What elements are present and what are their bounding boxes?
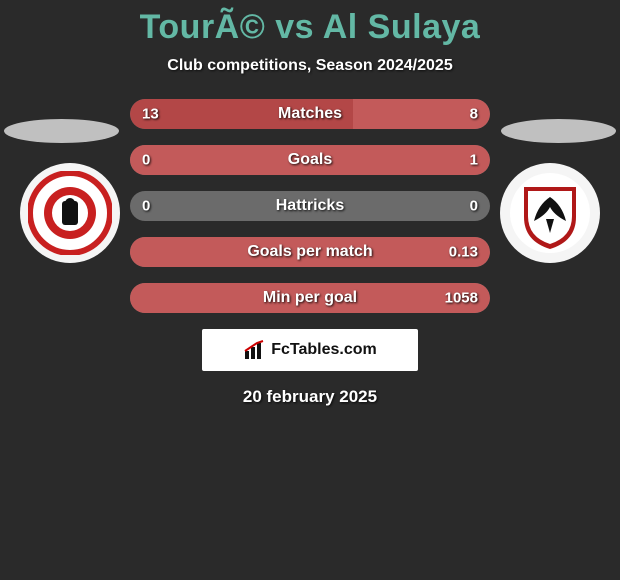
stat-row: 138Matches [130,99,490,129]
right-crest-icon [508,171,592,255]
left-crest-icon [28,171,112,255]
subtitle: Club competitions, Season 2024/2025 [0,57,620,75]
page-title: TourÃ© vs Al Sulaya [0,8,620,47]
right-team-badge [500,163,600,263]
brand-text: FcTables.com [271,341,377,359]
stat-label: Hattricks [130,197,490,215]
brand-chart-icon [243,339,265,361]
stat-row: 0.13Goals per match [130,237,490,267]
stat-label: Min per goal [130,289,490,307]
brand-box: FcTables.com [202,329,418,371]
left-team-badge [20,163,120,263]
main: 138Matches 01Goals 00Hattricks 0.13Goals pe… [0,99,620,407]
left-ellipse [4,119,119,143]
stat-label: Goals per match [130,243,490,261]
stat-row: 1058Min per goal [130,283,490,313]
stat-row: 01Goals [130,145,490,175]
stat-row: 00Hattricks [130,191,490,221]
stat-bars: 138Matches 01Goals 00Hattricks 0.13Goals pe… [130,99,490,313]
right-ellipse [501,119,616,143]
date-text: 20 february 2025 [0,387,620,407]
stat-label: Matches [130,105,490,123]
root: TourÃ© vs Al Sulaya Club competitions, S… [0,0,620,407]
stat-label: Goals [130,151,490,169]
